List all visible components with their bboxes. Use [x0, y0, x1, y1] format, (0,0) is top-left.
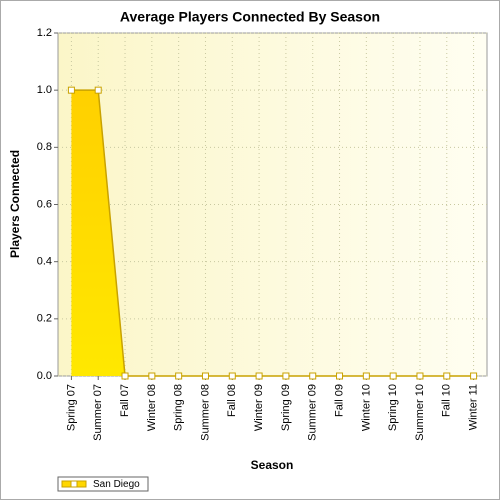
y-tick-label: 0.6: [37, 198, 52, 210]
x-tick-label: Winter 10: [360, 384, 372, 431]
point-marker: [443, 372, 451, 380]
x-axis-label: Season: [251, 458, 294, 472]
x-tick-label: Spring 10: [387, 384, 399, 431]
point-marker: [148, 372, 156, 380]
point-marker: [470, 372, 478, 380]
x-tick-label: Winter 08: [146, 384, 158, 431]
point-marker: [282, 372, 290, 380]
x-tick-label: Winter 09: [253, 384, 265, 431]
x-tick-label: Winter 11: [468, 384, 480, 430]
y-axis-label: Players Connected: [8, 150, 22, 258]
point-marker: [336, 372, 344, 380]
point-marker: [255, 372, 263, 380]
legend: San Diego: [57, 476, 149, 492]
point-marker: [228, 372, 236, 380]
x-tick-label: Spring 08: [173, 384, 185, 431]
area-line: [71, 89, 474, 377]
x-tick-label: Fall 07: [119, 384, 131, 417]
y-tick-label: 1.0: [37, 84, 52, 96]
y-tick-label: 1.2: [37, 27, 52, 39]
point-marker: [309, 372, 317, 380]
x-tick-label: Fall 09: [333, 384, 345, 417]
point-marker: [416, 372, 424, 380]
x-tick-label: Fall 08: [226, 384, 238, 417]
x-tick-label: Summer 07: [92, 384, 104, 441]
area: [71, 90, 474, 377]
x-tick-label: Fall 10: [441, 384, 453, 417]
point-marker: [94, 86, 102, 94]
y-tick-label: 0.4: [37, 256, 52, 268]
y-tick-label: 0.8: [37, 141, 52, 153]
point-marker: [67, 86, 75, 94]
point-marker: [201, 372, 209, 380]
x-tick-label: Spring 07: [65, 384, 77, 431]
legend-label: San Diego: [93, 479, 140, 490]
point-marker: [362, 372, 370, 380]
x-tick-label: Summer 09: [307, 384, 319, 441]
legend-marker: [70, 480, 78, 488]
chart-title: Average Players Connected By Season: [120, 9, 380, 25]
y-tick-label: 0.0: [37, 370, 52, 382]
point-marker: [121, 372, 129, 380]
plot-area: [57, 32, 488, 377]
x-tick-label: Summer 10: [414, 384, 426, 441]
point-marker: [175, 372, 183, 380]
point-marker: [389, 372, 397, 380]
x-tick-label: Summer 08: [199, 384, 211, 441]
x-tick-label: Spring 09: [280, 384, 292, 431]
y-tick-label: 0.2: [37, 313, 52, 325]
